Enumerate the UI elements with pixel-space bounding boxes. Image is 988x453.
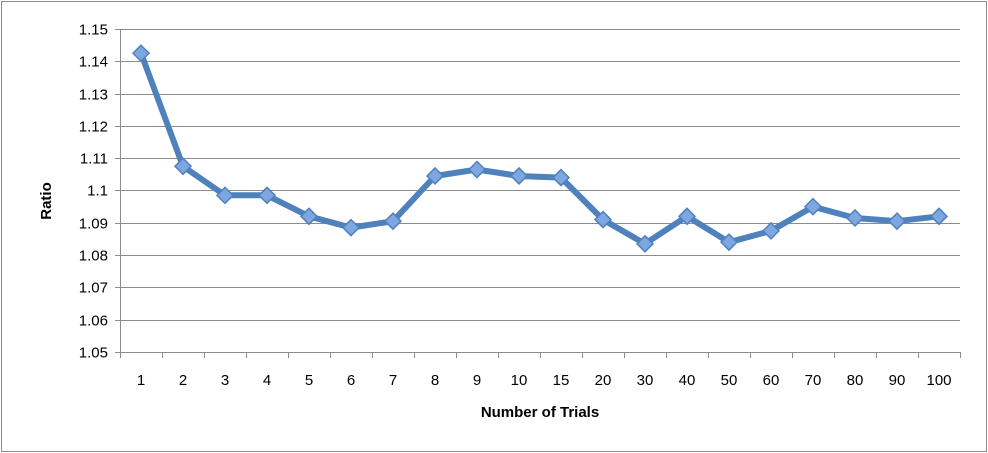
gridlines	[120, 29, 960, 321]
data-point	[635, 234, 655, 253]
data-point	[425, 166, 445, 186]
y-tick-label: 1.07	[79, 280, 108, 297]
y-tick-label: 1.09	[79, 216, 108, 233]
x-tick-label: 100	[926, 372, 951, 389]
data-point	[803, 197, 823, 216]
series-layer	[138, 50, 942, 247]
data-point	[593, 210, 613, 229]
x-tick-label: 70	[805, 372, 822, 389]
y-tick-labels: 1.05 1.06 1.07 1.08 1.09 1.1 1.11 1.12 1.13 1.14 1…	[79, 22, 108, 362]
y-axis-title: Ratio	[38, 182, 55, 220]
data-point	[677, 207, 697, 226]
data-point	[887, 212, 907, 231]
y-tick-label: 1.14	[79, 54, 108, 71]
x-tick-label: 5	[305, 372, 313, 389]
x-tick-label: 2	[179, 372, 187, 389]
data-point	[341, 218, 361, 237]
data-point	[257, 186, 277, 205]
x-tick-label: 60	[763, 372, 780, 389]
data-point	[761, 221, 781, 240]
data-point	[383, 212, 403, 231]
x-tick-label: 15	[553, 372, 570, 389]
x-tick-label: 20	[595, 372, 612, 389]
data-point	[467, 160, 487, 179]
data-point	[509, 166, 529, 186]
y-tick-label: 1.11	[80, 151, 108, 168]
y-tick-label: 1.15	[79, 22, 108, 39]
y-tick-label: 1.12	[79, 119, 108, 136]
x-tick-label: 3	[221, 372, 229, 389]
data-point	[929, 207, 949, 226]
data-point	[173, 157, 193, 176]
x-tick-label: 40	[679, 372, 696, 389]
x-tick-label: 10	[511, 372, 528, 389]
x-tick-label: 80	[847, 372, 864, 389]
x-tick-labels: 1 2 3 4 5 6 7 8 9 10 15 20 30 40 50 60 70 80 90 100	[137, 372, 952, 389]
y-tick-label: 1.05	[79, 345, 108, 362]
x-tick-label: 30	[637, 372, 654, 389]
data-point	[299, 207, 319, 226]
x-tick-label: 4	[263, 372, 271, 389]
y-tick-label: 1.08	[79, 248, 108, 265]
x-axis-title: Number of Trials	[481, 404, 599, 421]
x-tick-label: 8	[431, 372, 439, 389]
data-point	[551, 168, 571, 187]
markers	[131, 44, 949, 253]
y-tick-label: 1.06	[79, 313, 108, 330]
data-point	[215, 186, 235, 205]
series-line	[138, 50, 942, 247]
y-tick-label: 1.13	[79, 87, 108, 104]
x-tick-label: 1	[137, 372, 145, 389]
x-tick-label: 7	[389, 372, 397, 389]
x-tick-label: 9	[473, 372, 481, 389]
data-point	[719, 233, 739, 252]
x-tick-label: 6	[347, 372, 355, 389]
y-tick-label: 1.1	[87, 183, 108, 200]
x-tick-label: 50	[721, 372, 738, 389]
axes	[115, 29, 961, 358]
data-point	[131, 44, 151, 63]
x-tick-label: 90	[889, 372, 906, 389]
data-point	[845, 208, 865, 228]
